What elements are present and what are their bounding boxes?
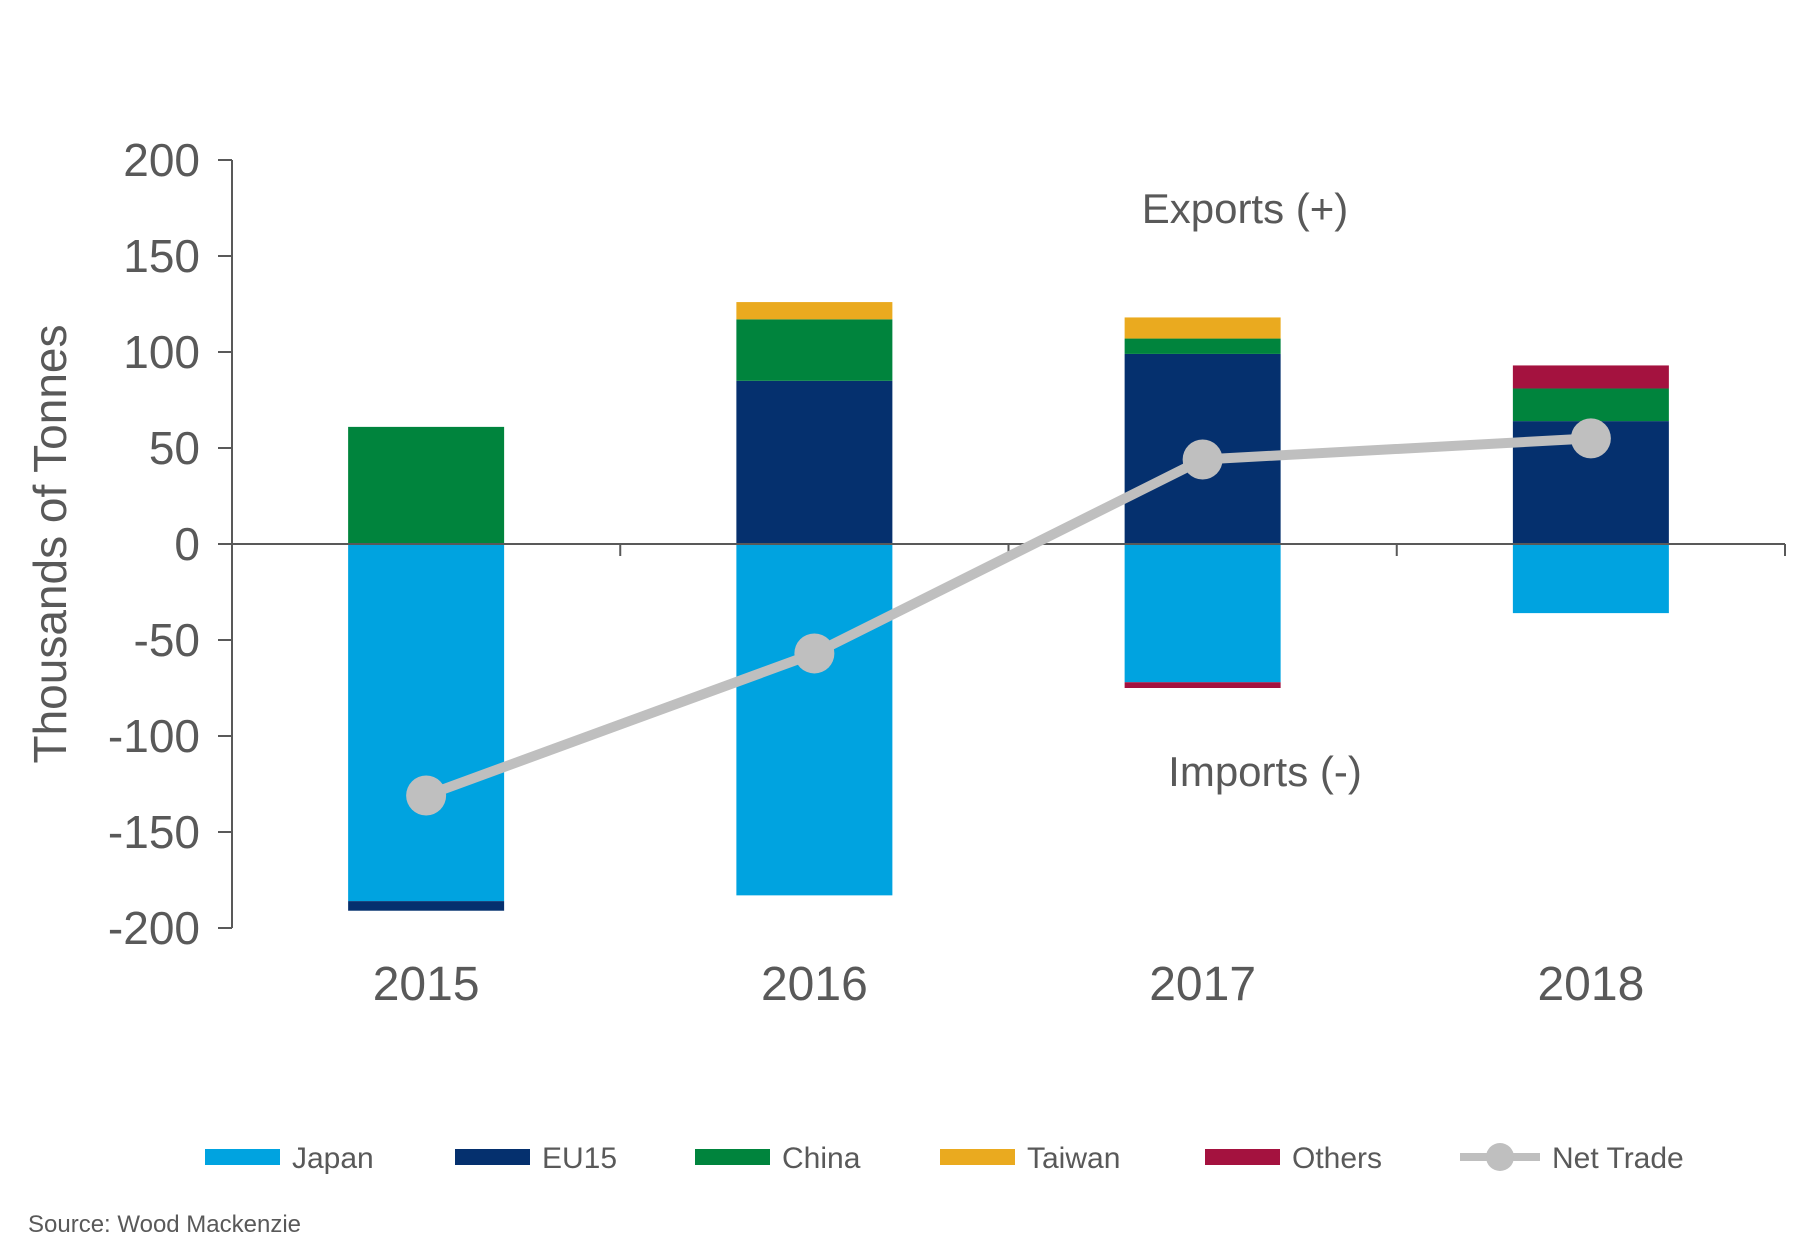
bar-japan-2018 — [1512, 544, 1669, 614]
bar-japan-2016 — [736, 544, 893, 896]
bar-china-2015 — [348, 426, 505, 544]
imports-annotation: Imports (-) — [1168, 748, 1362, 795]
bar-taiwan-2016 — [736, 302, 893, 320]
net-trade-point-2017 — [1182, 439, 1223, 480]
bar-china-2016 — [736, 319, 893, 381]
bar-japan-2017 — [1124, 544, 1281, 683]
net-trade-line — [424, 433, 1592, 801]
legend-swatch-eu15 — [455, 1149, 530, 1165]
legend-swatch-china — [695, 1149, 770, 1165]
y-tick-label: -150 — [108, 806, 200, 858]
y-tick-label: 150 — [123, 230, 200, 282]
bar-china-2017 — [1124, 338, 1281, 354]
legend-label-japan: Japan — [292, 1142, 374, 1175]
legend-swatch-others — [1205, 1149, 1280, 1165]
bar-others-2018 — [1512, 365, 1669, 389]
bar-japan-2015 — [348, 544, 505, 902]
y-tick-label: 100 — [123, 326, 200, 378]
bar-others-2017 — [1124, 682, 1281, 688]
exports-annotation: Exports (+) — [1142, 185, 1349, 232]
y-tick-label: 50 — [149, 422, 200, 474]
legend-label-taiwan: Taiwan — [1027, 1142, 1120, 1175]
y-tick-label: 200 — [123, 134, 200, 186]
axes-group: 200 150 100 50 0 -50 -100 -150 -200 2015 2016 2017 2… — [108, 134, 1786, 1011]
x-tick-label: 2016 — [761, 958, 868, 1011]
bar-eu15-2016 — [736, 380, 893, 544]
bar-taiwan-2017 — [1124, 317, 1281, 339]
net-trade-point-2018 — [1570, 418, 1611, 459]
x-tick-label: 2017 — [1149, 958, 1256, 1011]
bar-china-2018 — [1512, 388, 1669, 422]
legend: Japan EU15 China Taiwan Others Net Trade — [205, 1142, 1684, 1175]
bar-eu15-2015 — [348, 901, 505, 911]
y-axis-title: Thousands of Tonnes — [24, 324, 76, 763]
source-note: Source: Wood Mackenzie — [28, 1211, 302, 1238]
net-trade-point-2015 — [406, 775, 447, 816]
bars-group — [348, 302, 1669, 911]
legend-marker-net-trade — [1486, 1143, 1514, 1171]
legend-label-eu15: EU15 — [542, 1142, 617, 1175]
net-trade-point-2016 — [794, 633, 835, 674]
legend-label-others: Others — [1292, 1142, 1382, 1175]
y-tick-label: 0 — [174, 518, 200, 570]
legend-swatch-japan — [205, 1149, 280, 1165]
legend-label-china: China — [782, 1142, 861, 1175]
y-tick-label: -50 — [134, 614, 200, 666]
x-tick-label: 2018 — [1537, 958, 1644, 1011]
labels-group: Thousands of Tonnes Exports (+) Imports (-… — [24, 185, 1362, 795]
legend-label-net-trade: Net Trade — [1552, 1142, 1684, 1175]
legend-swatch-taiwan — [940, 1149, 1015, 1165]
y-tick-label: -100 — [108, 710, 200, 762]
x-tick-label: 2015 — [373, 958, 480, 1011]
y-tick-label: -200 — [108, 902, 200, 954]
net-trade-line-group — [406, 418, 1611, 816]
